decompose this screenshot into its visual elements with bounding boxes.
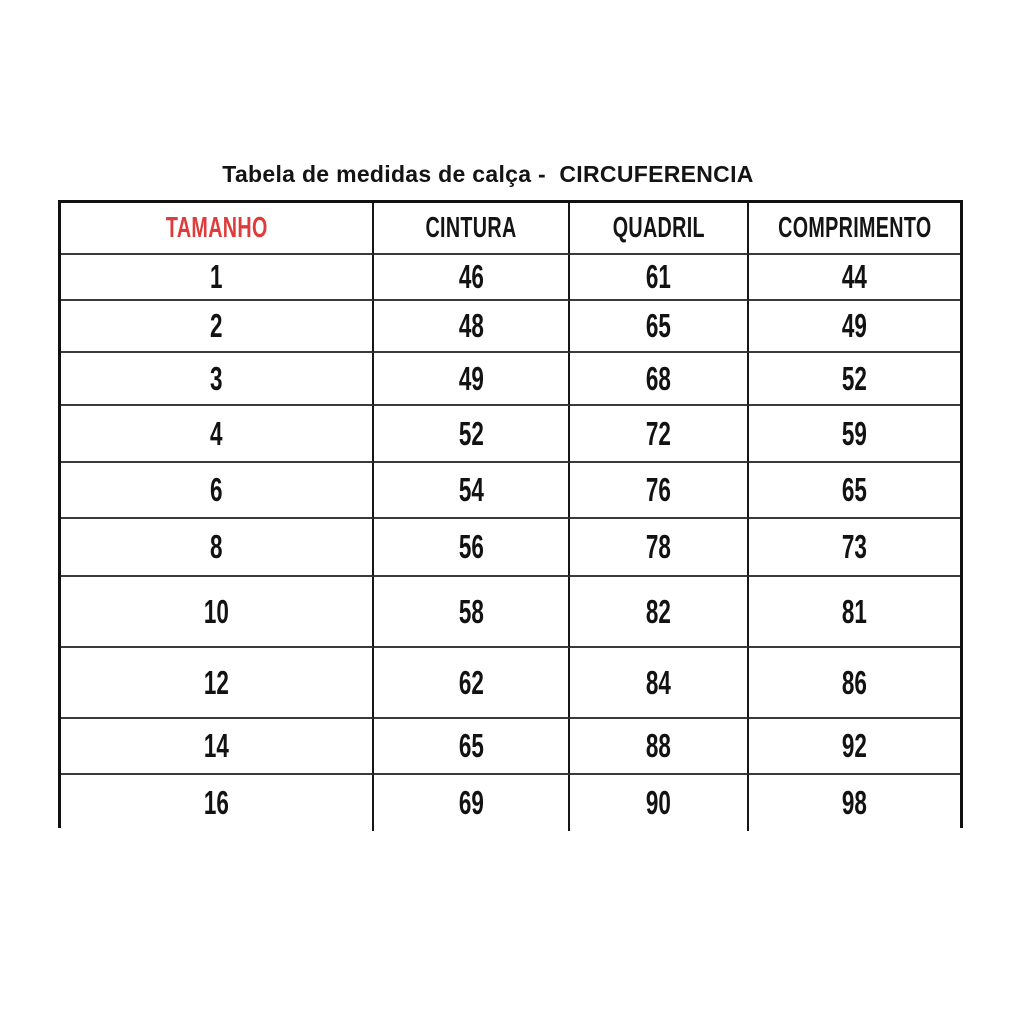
quadril-cell: 84 <box>570 648 749 719</box>
cell-value: 6 <box>210 471 223 508</box>
cell-value: 56 <box>458 528 484 565</box>
size-table: TAMANHO CINTURA QUADRIL COMPRIMENTO 1 46 6… <box>58 200 963 831</box>
cell-value: 14 <box>204 727 229 764</box>
quadril-cell: 65 <box>570 301 749 353</box>
column-header-tamanho: TAMANHO <box>61 203 374 255</box>
cintura-cell: 58 <box>374 577 570 648</box>
cintura-cell: 49 <box>374 353 570 406</box>
comprimento-cell: 92 <box>749 719 960 775</box>
cell-value: 61 <box>646 258 671 295</box>
cell-value: 12 <box>204 663 229 701</box>
comprimento-cell: 98 <box>749 775 960 831</box>
quadril-cell: 61 <box>570 255 749 301</box>
tamanho-cell: 2 <box>61 301 374 353</box>
cell-value: 44 <box>842 258 867 295</box>
cell-value: 88 <box>646 727 671 764</box>
cell-value: 10 <box>204 592 229 630</box>
cell-value: 98 <box>842 784 867 821</box>
tamanho-cell: 14 <box>61 719 374 775</box>
tamanho-cell: 16 <box>61 775 374 831</box>
comprimento-cell: 73 <box>749 519 960 577</box>
column-header-cintura: CINTURA <box>374 203 570 255</box>
tamanho-cell: 4 <box>61 406 374 463</box>
cell-value: 8 <box>210 528 223 565</box>
comprimento-cell: 81 <box>749 577 960 648</box>
comprimento-cell: 52 <box>749 353 960 406</box>
cintura-cell: 52 <box>374 406 570 463</box>
column-header-label: COMPRIMENTO <box>777 211 932 244</box>
tamanho-cell: 6 <box>61 463 374 519</box>
cell-value: 2 <box>210 307 223 344</box>
cintura-cell: 65 <box>374 719 570 775</box>
comprimento-cell: 65 <box>749 463 960 519</box>
column-header-quadril: QUADRIL <box>570 203 749 255</box>
quadril-cell: 88 <box>570 719 749 775</box>
column-header-label: QUADRIL <box>612 211 705 244</box>
tamanho-cell: 12 <box>61 648 374 719</box>
cell-value: 4 <box>210 414 223 452</box>
comprimento-cell: 49 <box>749 301 960 353</box>
cintura-cell: 46 <box>374 255 570 301</box>
cell-value: 49 <box>458 359 484 397</box>
cell-value: 65 <box>458 727 484 764</box>
quadril-cell: 82 <box>570 577 749 648</box>
cell-value: 72 <box>646 414 671 452</box>
tamanho-cell: 10 <box>61 577 374 648</box>
cell-value: 84 <box>646 663 671 701</box>
cell-value: 65 <box>842 471 867 508</box>
tamanho-cell: 8 <box>61 519 374 577</box>
quadril-cell: 68 <box>570 353 749 406</box>
quadril-cell: 90 <box>570 775 749 831</box>
cintura-cell: 54 <box>374 463 570 519</box>
column-header-label: TAMANHO <box>165 211 268 244</box>
cell-value: 81 <box>842 592 867 630</box>
cell-value: 76 <box>646 471 671 508</box>
column-header-comprimento: COMPRIMENTO <box>749 203 960 255</box>
cell-value: 54 <box>458 471 484 508</box>
cell-value: 86 <box>842 663 867 701</box>
cell-value: 46 <box>458 258 484 295</box>
cell-value: 16 <box>204 784 229 821</box>
cintura-cell: 48 <box>374 301 570 353</box>
page-title: Tabela de medidas de calça - CIRCUFERENC… <box>222 161 754 187</box>
comprimento-cell: 44 <box>749 255 960 301</box>
cell-value: 69 <box>458 784 484 821</box>
cell-value: 65 <box>646 307 671 344</box>
cell-value: 68 <box>646 359 671 397</box>
tamanho-cell: 3 <box>61 353 374 406</box>
cell-value: 90 <box>646 784 671 821</box>
cell-value: 52 <box>842 359 867 397</box>
cintura-cell: 69 <box>374 775 570 831</box>
cintura-cell: 62 <box>374 648 570 719</box>
quadril-cell: 78 <box>570 519 749 577</box>
column-header-label: CINTURA <box>425 211 517 244</box>
cell-value: 3 <box>210 359 223 397</box>
comprimento-cell: 86 <box>749 648 960 719</box>
cell-value: 52 <box>458 414 484 452</box>
cintura-cell: 56 <box>374 519 570 577</box>
cell-value: 59 <box>842 414 867 452</box>
cell-value: 49 <box>842 307 867 344</box>
cell-value: 78 <box>646 528 671 565</box>
cell-value: 48 <box>458 307 484 344</box>
quadril-cell: 72 <box>570 406 749 463</box>
cell-value: 62 <box>458 663 484 701</box>
comprimento-cell: 59 <box>749 406 960 463</box>
cell-value: 73 <box>842 528 867 565</box>
cell-value: 82 <box>646 592 671 630</box>
cell-value: 58 <box>458 592 484 630</box>
tamanho-cell: 1 <box>61 255 374 301</box>
cell-value: 1 <box>210 258 223 295</box>
quadril-cell: 76 <box>570 463 749 519</box>
cell-value: 92 <box>842 727 867 764</box>
